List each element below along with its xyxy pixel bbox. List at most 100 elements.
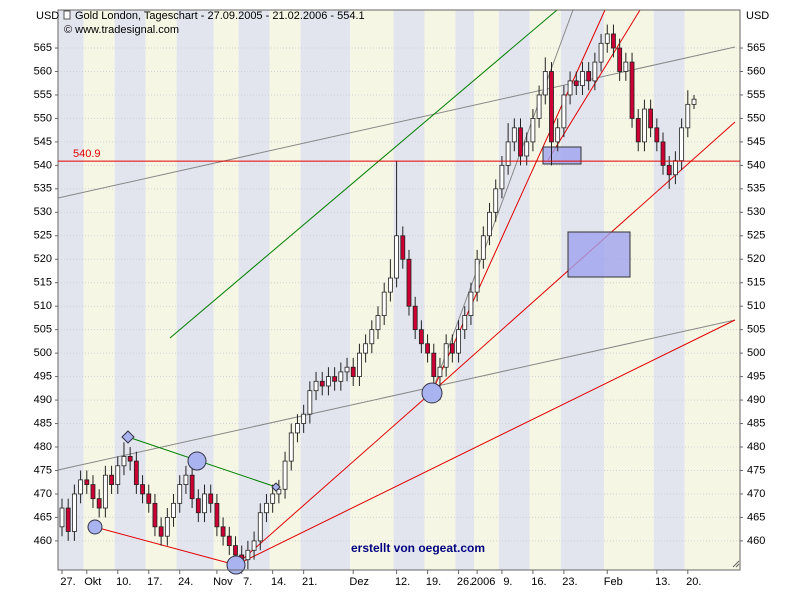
x-tick-label: 16. <box>531 576 546 588</box>
candle-body <box>412 305 418 331</box>
chart-title: Gold London, Tageschart - 27.09.2005 - 2… <box>75 10 365 22</box>
x-tick-label: 12. <box>395 576 410 588</box>
candle-body <box>177 484 183 504</box>
candle-body <box>536 94 542 119</box>
candle-body <box>493 188 499 213</box>
x-tick-label: 20. <box>686 576 701 588</box>
x-tick-label: Dez <box>349 576 369 588</box>
y-tick-label: 485 <box>747 417 765 429</box>
x-tick-label: 24. <box>178 576 193 588</box>
candle-body <box>90 484 96 500</box>
candle-body <box>133 460 139 485</box>
x-tick-label: 14. <box>271 576 286 588</box>
y-tick-label: 460 <box>747 535 765 547</box>
y-tick-label: 550 <box>34 112 52 124</box>
candle-body <box>183 474 189 485</box>
candle-body <box>65 507 71 532</box>
trend-line <box>57 46 736 199</box>
candle-body <box>208 493 214 504</box>
y-tick-label: 475 <box>34 464 52 476</box>
candle-body <box>350 366 356 378</box>
candle-body <box>158 526 164 537</box>
y-tick-label: 555 <box>34 89 52 101</box>
y-tick-label: 510 <box>34 300 52 312</box>
candle-body <box>406 258 412 307</box>
candle-body <box>152 502 158 528</box>
candle-body <box>462 315 468 331</box>
candle-body <box>511 127 517 143</box>
candle-body <box>586 71 592 82</box>
week-stripe <box>424 10 456 570</box>
trend-line <box>57 319 736 471</box>
candle-body <box>666 164 672 176</box>
candle-body <box>140 484 145 495</box>
marker <box>87 519 103 535</box>
week-stripe <box>350 10 394 570</box>
y-tick-label: 485 <box>34 417 52 429</box>
candle-body <box>257 512 263 542</box>
y-tick-label: 510 <box>747 300 765 312</box>
y-tick-label: 475 <box>747 464 765 476</box>
candle-body <box>437 366 443 378</box>
plot-frame <box>57 9 741 571</box>
candle-body <box>449 343 455 354</box>
subtitle: © www.tradesignal.com <box>64 24 179 36</box>
marker <box>226 555 246 575</box>
candle-body <box>561 94 567 129</box>
x-tick-label: 7. <box>243 576 252 588</box>
candle-body <box>307 390 313 415</box>
y-tick-label: 520 <box>747 253 765 265</box>
candle-body <box>580 71 585 86</box>
candle-body <box>524 141 530 157</box>
candle-body <box>604 33 610 44</box>
candle-body <box>648 108 654 129</box>
y-tick-label: 565 <box>34 42 52 54</box>
y-tick-label: 560 <box>747 65 765 77</box>
y-tick-label: 530 <box>747 206 765 218</box>
candle-body <box>673 160 678 176</box>
week-stripes <box>58 10 740 570</box>
candle-body <box>617 47 623 72</box>
y-tick-label: 560 <box>34 65 52 77</box>
candle-body <box>555 127 561 143</box>
week-stripe <box>604 10 654 570</box>
candle-body <box>592 61 598 82</box>
week-stripe <box>145 10 177 570</box>
candle-body <box>109 474 114 485</box>
candle-body <box>326 376 331 387</box>
candle-body <box>171 502 176 518</box>
candle-body <box>499 164 505 190</box>
candle-body <box>96 498 102 509</box>
candle-body <box>115 465 121 485</box>
candle-body <box>387 277 393 293</box>
trend-line <box>235 319 736 566</box>
candle-body <box>480 235 486 260</box>
candle-body <box>338 371 344 382</box>
y-tick-label: 540 <box>747 159 765 171</box>
candle-body <box>629 61 635 119</box>
candle-body <box>102 474 108 509</box>
candle-body <box>276 488 282 495</box>
candle-body <box>59 507 65 528</box>
candle-body <box>332 376 338 382</box>
trend-line <box>94 526 237 566</box>
y-tick-label: 545 <box>34 136 52 148</box>
candle-body <box>598 42 604 63</box>
marker <box>121 430 135 444</box>
y-tick-label: 470 <box>34 488 52 500</box>
candle-body <box>542 71 548 96</box>
y-tick-label: 515 <box>747 277 765 289</box>
marker <box>421 382 443 404</box>
y-tick-label: 460 <box>34 535 52 547</box>
y-tick-label: 505 <box>747 324 765 336</box>
candle-body <box>146 493 152 504</box>
resize-grip <box>732 560 740 568</box>
candle-body <box>505 141 511 166</box>
candle-body <box>245 549 251 561</box>
candle-body <box>474 258 480 293</box>
candle-body <box>425 343 430 354</box>
candle-body <box>660 141 666 166</box>
candle-body <box>270 493 276 504</box>
x-tick-label: 9. <box>503 576 512 588</box>
